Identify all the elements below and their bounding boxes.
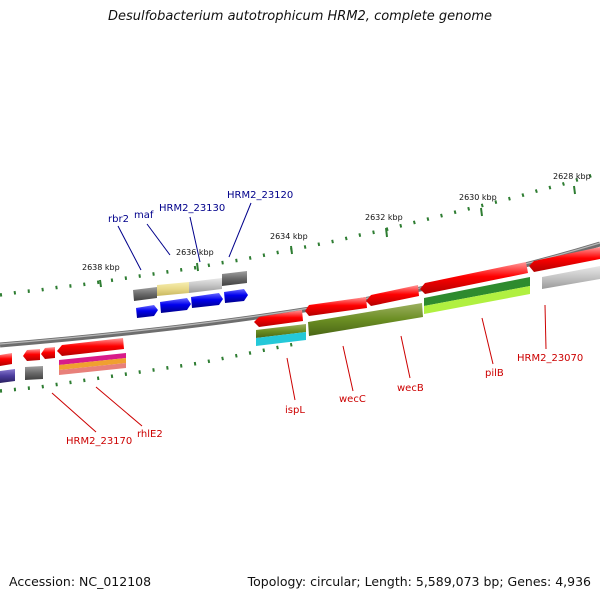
cds-arrow[interactable] bbox=[191, 293, 223, 308]
gene-label-hrm2-23130: HRM2_23130 bbox=[159, 203, 225, 214]
gene-bar[interactable] bbox=[0, 369, 15, 383]
gene-hrm2-23120[interactable] bbox=[222, 271, 247, 286]
feature-track-red bbox=[0, 247, 600, 366]
accession-label: Accession: NC_012108 bbox=[9, 574, 152, 589]
gene-label-wecb: wecB bbox=[397, 383, 424, 394]
gene-maf[interactable] bbox=[157, 282, 189, 296]
ruler-label: 2632 kbp bbox=[365, 213, 403, 222]
gene-label-rhle2: rhlE2 bbox=[137, 429, 163, 440]
inner-tick-row bbox=[0, 341, 301, 393]
ruler-label: 2630 kbp bbox=[459, 193, 497, 202]
gene-label-maf: maf bbox=[134, 210, 154, 221]
cds-arrow[interactable] bbox=[529, 247, 600, 272]
gene-bar-wecC[interactable] bbox=[308, 303, 423, 336]
major-ticks bbox=[99, 185, 576, 288]
red-leader-lines bbox=[51, 304, 547, 433]
gene-label-hrm2-23170: HRM2_23170 bbox=[66, 436, 132, 447]
ruler-label: 2634 kbp bbox=[270, 232, 308, 241]
gene-hrm2-23130[interactable] bbox=[189, 278, 222, 293]
ruler-labels: 2638 kbp 2636 kbp 2634 kbp 2632 kbp 2630… bbox=[82, 172, 591, 272]
blue-leader-lines bbox=[117, 202, 252, 271]
blue-gene-labels: rbr2 maf HRM2_23130 HRM2_23120 bbox=[108, 190, 293, 225]
cds-arrow[interactable] bbox=[305, 297, 367, 316]
ruler-label: 2636 kbp bbox=[176, 248, 214, 257]
red-gene-labels: HRM2_23170 rhlE2 ispL wecC wecB pilB HRM… bbox=[66, 353, 583, 447]
gene-label-ispl: ispL bbox=[285, 405, 305, 416]
cds-arrow[interactable] bbox=[0, 353, 12, 366]
feature-track-upper bbox=[133, 271, 248, 318]
cds-arrow[interactable] bbox=[23, 349, 40, 361]
gene-bar-hrm2-23070[interactable] bbox=[542, 266, 600, 289]
gene-rbr2[interactable] bbox=[133, 287, 157, 301]
gene-bar-wecB[interactable] bbox=[424, 277, 530, 306]
gene-label-hrm2-23070: HRM2_23070 bbox=[517, 353, 583, 364]
gene-label-pilb: pilB bbox=[485, 368, 504, 379]
gene-bar[interactable] bbox=[256, 324, 306, 338]
ruler-label: 2628 kbp bbox=[553, 172, 591, 181]
gene-label-rbr2: rbr2 bbox=[108, 214, 129, 225]
cds-arrow[interactable] bbox=[254, 310, 303, 327]
gene-bar[interactable] bbox=[59, 358, 126, 370]
cds-arrow[interactable] bbox=[224, 289, 248, 303]
gene-label-wecc: wecC bbox=[339, 394, 366, 405]
map-title: Desulfobacterium autotrophicum HRM2, com… bbox=[107, 9, 493, 24]
ruler-label: 2638 kbp bbox=[82, 263, 120, 272]
gene-bar-ispL[interactable] bbox=[256, 332, 306, 346]
cds-arrow[interactable] bbox=[136, 305, 158, 318]
gene-bar[interactable] bbox=[25, 366, 43, 380]
gene-bar-pilB[interactable] bbox=[424, 286, 530, 314]
gene-bar[interactable] bbox=[59, 353, 126, 365]
gene-bar-rhlE2[interactable] bbox=[59, 363, 126, 375]
feature-track-lower bbox=[0, 266, 600, 383]
cds-arrow[interactable] bbox=[366, 285, 419, 306]
gene-label-hrm2-23120: HRM2_23120 bbox=[227, 190, 293, 201]
cds-arrow[interactable] bbox=[57, 338, 124, 356]
cds-arrow[interactable] bbox=[41, 347, 55, 359]
topology-label: Topology: circular; Length: 5,589,073 bp… bbox=[247, 574, 591, 589]
cds-arrow[interactable] bbox=[160, 298, 191, 313]
cds-arrow[interactable] bbox=[420, 262, 528, 294]
